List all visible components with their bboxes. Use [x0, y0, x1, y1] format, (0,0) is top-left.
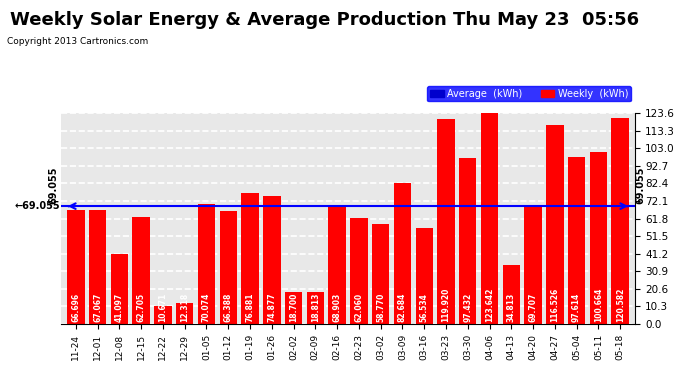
Bar: [263, 196, 281, 324]
Bar: [155, 306, 172, 324]
Text: 119.920: 119.920: [442, 288, 451, 322]
Text: 10.671: 10.671: [159, 293, 168, 322]
Text: 70.074: 70.074: [202, 293, 211, 322]
Bar: [394, 183, 411, 324]
Text: 12.318: 12.318: [180, 293, 189, 322]
Bar: [372, 224, 389, 324]
Bar: [568, 158, 585, 324]
Text: ←69.055: ←69.055: [15, 201, 61, 211]
Text: 116.526: 116.526: [551, 288, 560, 322]
Text: Weekly Solar Energy & Average Production Thu May 23  05:56: Weekly Solar Energy & Average Production…: [10, 11, 639, 29]
Bar: [437, 119, 455, 324]
Bar: [176, 303, 193, 324]
Bar: [67, 210, 85, 324]
Text: 82.684: 82.684: [398, 293, 407, 322]
Text: 18.813: 18.813: [311, 293, 320, 322]
Bar: [132, 217, 150, 324]
Bar: [351, 218, 368, 324]
Text: 76.881: 76.881: [246, 293, 255, 322]
Text: 62.705: 62.705: [137, 293, 146, 322]
Text: 97.614: 97.614: [572, 293, 581, 322]
Bar: [89, 210, 106, 324]
Bar: [328, 206, 346, 324]
Bar: [198, 204, 215, 324]
Text: 41.097: 41.097: [115, 293, 124, 322]
Text: 66.696: 66.696: [71, 293, 80, 322]
Text: 69.055: 69.055: [48, 166, 59, 204]
Text: 100.664: 100.664: [594, 288, 603, 322]
Text: 66.388: 66.388: [224, 293, 233, 322]
Text: 97.432: 97.432: [463, 293, 472, 322]
Bar: [611, 118, 629, 324]
Text: 74.877: 74.877: [267, 293, 276, 322]
Bar: [241, 193, 259, 324]
Bar: [285, 292, 302, 324]
Text: 62.060: 62.060: [355, 293, 364, 322]
Bar: [502, 265, 520, 324]
Text: 34.813: 34.813: [506, 293, 516, 322]
Bar: [459, 158, 477, 324]
Text: 120.582: 120.582: [615, 288, 624, 322]
Bar: [110, 254, 128, 324]
Bar: [546, 125, 564, 324]
Bar: [306, 292, 324, 324]
Text: 69.055: 69.055: [635, 166, 645, 204]
Text: 58.770: 58.770: [376, 293, 385, 322]
Bar: [590, 152, 607, 324]
Legend: Average  (kWh), Weekly  (kWh): Average (kWh), Weekly (kWh): [427, 86, 631, 101]
Text: 56.534: 56.534: [420, 294, 428, 322]
Text: Copyright 2013 Cartronics.com: Copyright 2013 Cartronics.com: [7, 38, 148, 46]
Text: 69.707: 69.707: [529, 293, 538, 322]
Text: 18.700: 18.700: [289, 293, 298, 322]
Text: 67.067: 67.067: [93, 293, 102, 322]
Bar: [524, 205, 542, 324]
Bar: [219, 211, 237, 324]
Bar: [415, 228, 433, 324]
Bar: [481, 113, 498, 324]
Text: 68.903: 68.903: [333, 293, 342, 322]
Text: 123.642: 123.642: [485, 288, 494, 322]
